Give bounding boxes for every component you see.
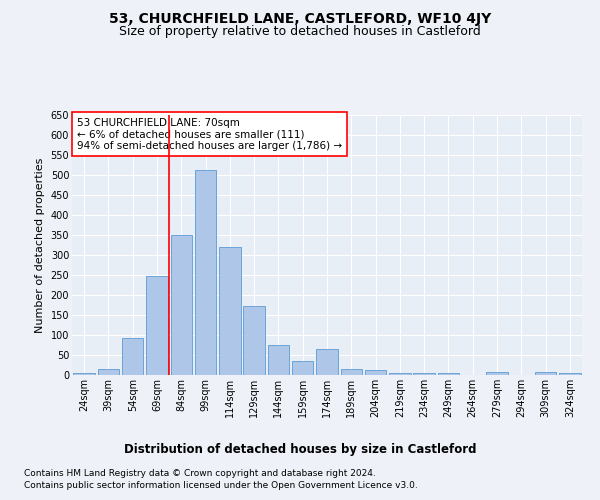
- Bar: [389, 372, 410, 375]
- Bar: [413, 372, 435, 375]
- Text: Distribution of detached houses by size in Castleford: Distribution of detached houses by size …: [124, 442, 476, 456]
- Text: Contains HM Land Registry data © Crown copyright and database right 2024.: Contains HM Land Registry data © Crown c…: [24, 469, 376, 478]
- Bar: [98, 370, 119, 375]
- Bar: [559, 373, 581, 375]
- Bar: [365, 370, 386, 375]
- Bar: [292, 361, 313, 375]
- Bar: [73, 372, 95, 375]
- Bar: [438, 373, 459, 375]
- Text: 53, CHURCHFIELD LANE, CASTLEFORD, WF10 4JY: 53, CHURCHFIELD LANE, CASTLEFORD, WF10 4…: [109, 12, 491, 26]
- Text: 53 CHURCHFIELD LANE: 70sqm
← 6% of detached houses are smaller (111)
94% of semi: 53 CHURCHFIELD LANE: 70sqm ← 6% of detac…: [77, 118, 342, 151]
- Bar: [122, 338, 143, 375]
- Bar: [146, 276, 167, 375]
- Text: Size of property relative to detached houses in Castleford: Size of property relative to detached ho…: [119, 25, 481, 38]
- Bar: [316, 349, 338, 375]
- Bar: [487, 372, 508, 375]
- Bar: [341, 369, 362, 375]
- Text: Contains public sector information licensed under the Open Government Licence v3: Contains public sector information licen…: [24, 481, 418, 490]
- Bar: [535, 372, 556, 375]
- Bar: [170, 236, 192, 375]
- Bar: [219, 246, 241, 375]
- Bar: [244, 306, 265, 375]
- Bar: [195, 170, 216, 375]
- Bar: [268, 345, 289, 375]
- Y-axis label: Number of detached properties: Number of detached properties: [35, 158, 45, 332]
